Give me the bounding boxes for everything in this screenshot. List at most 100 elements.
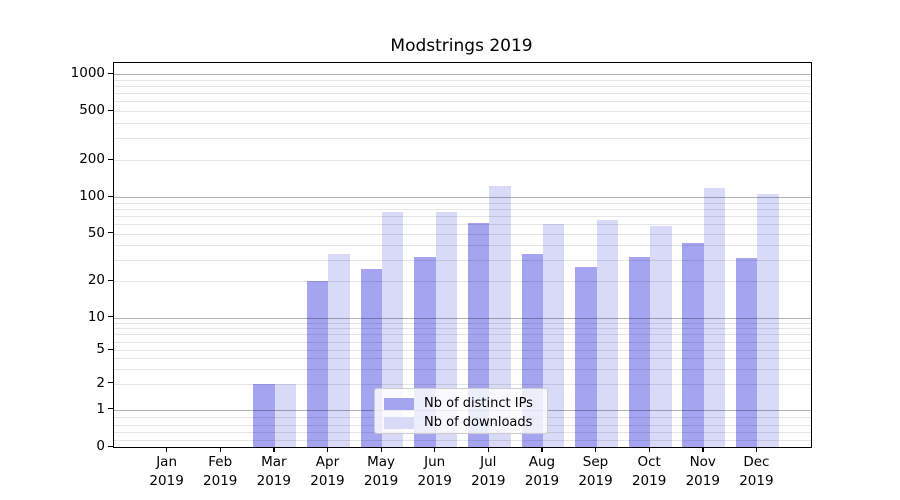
- x-axis-tick-label: Jul 2019: [448, 453, 528, 491]
- x-tick-year: 2019: [310, 473, 345, 489]
- gridline-minor: [114, 111, 811, 112]
- x-axis-tick-label: Jan 2019: [127, 453, 207, 491]
- y-axis-tick-mark: [108, 279, 113, 281]
- x-tick-month: Apr: [315, 454, 340, 470]
- x-axis-tick-mark: [702, 447, 704, 452]
- x-axis-tick-mark: [166, 447, 168, 452]
- y-axis-tick-label: 2: [96, 374, 105, 391]
- y-axis-tick-label: 10: [87, 308, 105, 325]
- x-axis-tick-label: Feb 2019: [180, 453, 260, 491]
- y-axis-tick-mark: [108, 72, 113, 75]
- x-tick-month: May: [367, 454, 396, 470]
- bar-distinct-ips: [307, 281, 329, 447]
- y-axis-tick-mark: [108, 408, 113, 410]
- x-tick-month: Jan: [156, 454, 178, 470]
- y-axis-tick-label: 1000: [70, 65, 105, 82]
- bar-downloads: [489, 186, 511, 447]
- gridline-minor: [114, 439, 811, 441]
- y-axis-tick-label: 100: [79, 188, 105, 204]
- x-axis-tick-label: Oct 2019: [609, 453, 689, 491]
- y-axis-tick-label: 500: [79, 102, 105, 118]
- y-axis-tick-mark: [108, 109, 113, 111]
- gridline-minor: [114, 138, 811, 140]
- x-tick-year: 2019: [524, 473, 560, 489]
- y-axis-tick-label: 20: [87, 272, 105, 288]
- y-axis-tick-label: 200: [79, 151, 105, 168]
- x-tick-month: Nov: [689, 454, 716, 470]
- gridline-minor: [114, 334, 811, 336]
- gridline-minor: [114, 233, 811, 235]
- bar-downloads: [328, 253, 350, 447]
- gridline-major: [114, 317, 811, 319]
- x-axis-tick-label: Sep 2019: [556, 453, 636, 491]
- gridline-minor: [114, 245, 811, 247]
- x-tick-month: Jul: [480, 454, 497, 470]
- x-tick-month: Jun: [424, 454, 446, 470]
- bar-downloads: [542, 224, 565, 447]
- x-tick-year: 2019: [685, 473, 720, 489]
- bar-downloads: [757, 194, 779, 447]
- x-axis-tick-label: Nov 2019: [663, 453, 743, 491]
- legend-label: Nb of downloads: [424, 415, 533, 430]
- x-axis-tick-mark: [326, 447, 329, 452]
- y-axis-tick-mark: [108, 348, 113, 351]
- legend-item: Nb of downloads: [384, 413, 538, 432]
- x-axis-tick-mark: [541, 447, 543, 452]
- x-axis-tick-label: Aug 2019: [502, 453, 582, 491]
- x-tick-month: Oct: [637, 454, 661, 470]
- y-axis-tick-label: 50: [87, 224, 105, 241]
- chart-title: Modstrings 2019: [390, 36, 533, 56]
- legend-swatch-distinct-ips: [384, 397, 414, 410]
- x-tick-month: Feb: [208, 454, 233, 470]
- x-axis-tick-mark: [755, 447, 758, 452]
- x-tick-year: 2019: [203, 473, 238, 489]
- gridline-minor: [114, 350, 811, 352]
- x-tick-month: Dec: [743, 454, 770, 470]
- y-axis-tick-mark: [108, 158, 113, 161]
- gridline-minor: [114, 202, 811, 204]
- x-tick-month: Sep: [582, 454, 609, 470]
- y-axis-tick-mark: [108, 382, 113, 384]
- gridline-minor: [114, 322, 811, 324]
- bar-downloads: [596, 219, 618, 447]
- x-axis-tick-mark: [487, 447, 490, 452]
- y-axis-tick-mark: [108, 445, 113, 447]
- gridline-major: [114, 197, 811, 198]
- x-axis-tick-label: Apr 2019: [287, 453, 367, 491]
- gridline-minor: [114, 383, 811, 385]
- bar-downloads: [274, 383, 297, 447]
- x-tick-year: 2019: [631, 473, 667, 489]
- gridline-minor: [114, 160, 811, 162]
- gridline-minor: [114, 215, 811, 217]
- y-axis-tick-label: 0: [96, 438, 105, 454]
- x-tick-year: 2019: [256, 473, 292, 489]
- x-axis-tick-label: Dec 2019: [716, 453, 796, 491]
- x-axis-tick-mark: [380, 447, 382, 452]
- x-axis-tick-label: May 2019: [341, 453, 421, 491]
- legend-label: Nb of distinct IPs: [424, 396, 533, 411]
- gridline-minor: [114, 260, 811, 262]
- gridline-minor: [114, 341, 811, 343]
- gridline-minor: [114, 86, 811, 88]
- y-axis-tick-mark: [108, 195, 113, 197]
- gridline-minor: [114, 101, 811, 103]
- gridline-minor: [114, 224, 811, 226]
- legend-swatch-downloads: [384, 416, 414, 429]
- gridline-minor: [114, 328, 811, 330]
- x-tick-month: Aug: [528, 454, 556, 470]
- bar-distinct-ips: [735, 258, 758, 447]
- gridline-minor: [114, 123, 811, 124]
- legend-item: Nb of distinct IPs: [384, 394, 538, 413]
- x-axis-tick-mark: [273, 447, 275, 452]
- y-axis-tick-mark: [108, 316, 113, 318]
- gridline-minor: [114, 93, 811, 95]
- x-tick-year: 2019: [578, 473, 613, 489]
- bar-downloads: [703, 188, 726, 447]
- bar-distinct-ips: [575, 267, 597, 447]
- bar-distinct-ips: [253, 383, 275, 447]
- x-tick-year: 2019: [471, 473, 506, 489]
- x-axis-tick-mark: [648, 447, 650, 452]
- x-axis-tick-mark: [434, 447, 436, 452]
- gridline-minor: [114, 368, 811, 370]
- x-tick-year: 2019: [363, 473, 399, 489]
